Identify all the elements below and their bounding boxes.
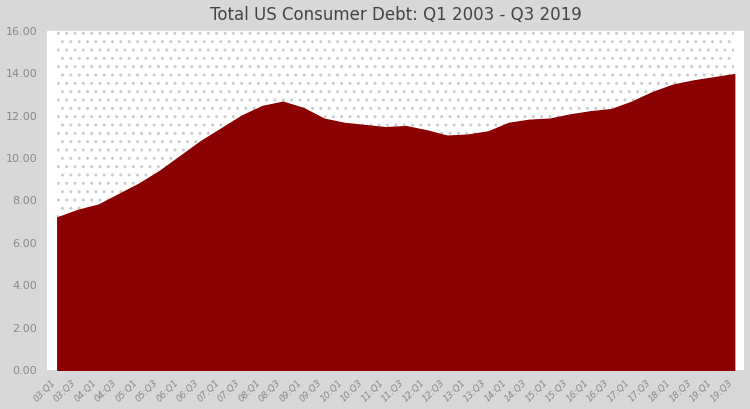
Title: Total US Consumer Debt: Q1 2003 - Q3 2019: Total US Consumer Debt: Q1 2003 - Q3 201… [210,6,581,24]
